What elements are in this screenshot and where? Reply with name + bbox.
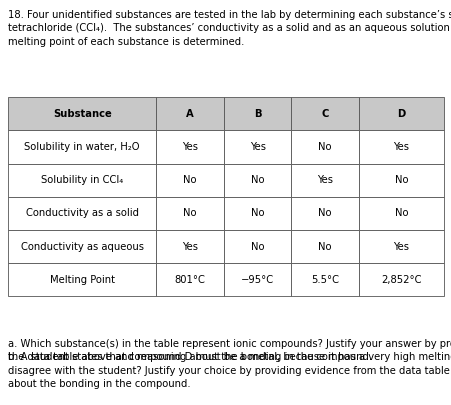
Bar [291, 197, 358, 230]
Bar [156, 164, 223, 197]
Text: 801°C: 801°C [174, 275, 205, 285]
Text: No: No [183, 209, 196, 218]
Bar [223, 97, 291, 130]
Bar [156, 130, 223, 164]
Text: a. Which substance(s) in the table represent ionic compounds? Justify your answe: a. Which substance(s) in the table repre… [8, 339, 451, 349]
Text: Melting Point: Melting Point [50, 275, 115, 285]
Text: tetrachloride (CCl₄).  The substances’ conductivity as a solid and as an aqueous: tetrachloride (CCl₄). The substances’ co… [8, 23, 451, 34]
Bar [223, 263, 291, 296]
Bar [156, 197, 223, 230]
Text: Yes: Yes [392, 242, 409, 252]
Bar [291, 263, 358, 296]
Bar [358, 263, 443, 296]
Text: Solubility in CCl₄: Solubility in CCl₄ [41, 175, 123, 185]
Text: Yes: Yes [392, 142, 409, 152]
Bar [358, 197, 443, 230]
Bar [291, 164, 358, 197]
Text: 18. Four unidentified substances are tested in the lab by determining each subst: 18. Four unidentified substances are tes… [8, 10, 451, 20]
Bar [156, 97, 223, 130]
Text: melting point of each substance is determined.: melting point of each substance is deter… [8, 37, 244, 47]
Bar [223, 197, 291, 230]
Text: −95°C: −95°C [240, 275, 274, 285]
Text: A: A [186, 109, 193, 119]
Bar [223, 130, 291, 164]
Text: about the bonding in the compound.: about the bonding in the compound. [8, 379, 190, 389]
Bar [223, 230, 291, 263]
Bar [223, 164, 291, 197]
Bar [8, 197, 156, 230]
Text: Conductivity as a solid: Conductivity as a solid [26, 209, 138, 218]
Bar [291, 130, 358, 164]
Bar [8, 164, 156, 197]
Text: Yes: Yes [249, 142, 265, 152]
Text: C: C [321, 109, 328, 119]
Bar [358, 230, 443, 263]
Text: No: No [394, 175, 407, 185]
Text: Solubility in water, H₂O: Solubility in water, H₂O [24, 142, 140, 152]
Text: Yes: Yes [182, 242, 198, 252]
Bar [8, 230, 156, 263]
Text: No: No [250, 209, 264, 218]
Text: No: No [250, 175, 264, 185]
Text: 5.5°C: 5.5°C [310, 275, 338, 285]
Bar [156, 230, 223, 263]
Bar [291, 97, 358, 130]
Bar [358, 97, 443, 130]
Text: Yes: Yes [182, 142, 198, 152]
Text: No: No [318, 142, 331, 152]
Text: No: No [318, 209, 331, 218]
Bar [8, 97, 156, 130]
Text: No: No [318, 242, 331, 252]
Text: 2,852°C: 2,852°C [380, 275, 421, 285]
Text: b. A student states that compound D must be a metal, because it has a very high : b. A student states that compound D must… [8, 352, 451, 362]
Text: the data table above and reasoning about the bonding in the compound.: the data table above and reasoning about… [8, 352, 372, 362]
Text: B: B [253, 109, 261, 119]
Text: No: No [183, 175, 196, 185]
Bar [358, 130, 443, 164]
Text: Substance: Substance [53, 109, 111, 119]
Text: Yes: Yes [317, 175, 332, 185]
Text: No: No [250, 242, 264, 252]
Bar [358, 164, 443, 197]
Text: No: No [394, 209, 407, 218]
Bar [291, 230, 358, 263]
Bar [8, 263, 156, 296]
Bar [8, 130, 156, 164]
Text: Conductivity as aqueous: Conductivity as aqueous [21, 242, 143, 252]
Text: D: D [396, 109, 405, 119]
Text: disagree with the student? Justify your choice by providing evidence from the da: disagree with the student? Justify your … [8, 366, 451, 376]
Bar [156, 263, 223, 296]
